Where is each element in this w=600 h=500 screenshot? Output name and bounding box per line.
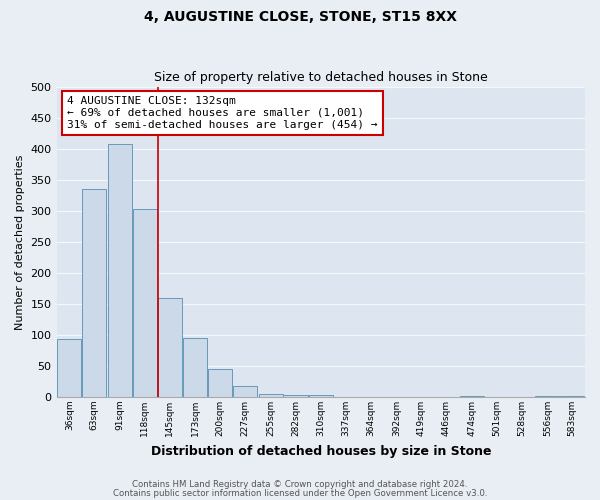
Bar (58, 340, 82, 397)
Bar (108, 144, 132, 397)
Text: Contains public sector information licensed under the Open Government Licence v3: Contains public sector information licen… (113, 488, 487, 498)
Text: 4, AUGUSTINE CLOSE, STONE, ST15 8XX: 4, AUGUSTINE CLOSE, STONE, ST15 8XX (143, 10, 457, 24)
Bar (309, 394, 333, 397)
Title: Size of property relative to detached houses in Stone: Size of property relative to detached ho… (154, 72, 488, 85)
Bar (233, 386, 257, 397)
Bar (535, 396, 559, 397)
Bar (208, 369, 232, 397)
Bar (259, 394, 283, 397)
Bar (158, 298, 182, 397)
Bar (82, 188, 106, 397)
Bar (460, 396, 484, 397)
Bar (560, 396, 584, 397)
Bar (133, 208, 157, 397)
Bar (283, 394, 308, 397)
X-axis label: Distribution of detached houses by size in Stone: Distribution of detached houses by size … (151, 444, 491, 458)
Y-axis label: Number of detached properties: Number of detached properties (15, 154, 25, 330)
Bar (183, 338, 208, 397)
Text: 4 AUGUSTINE CLOSE: 132sqm
← 69% of detached houses are smaller (1,001)
31% of se: 4 AUGUSTINE CLOSE: 132sqm ← 69% of detac… (67, 96, 377, 130)
Text: Contains HM Land Registry data © Crown copyright and database right 2024.: Contains HM Land Registry data © Crown c… (132, 480, 468, 489)
